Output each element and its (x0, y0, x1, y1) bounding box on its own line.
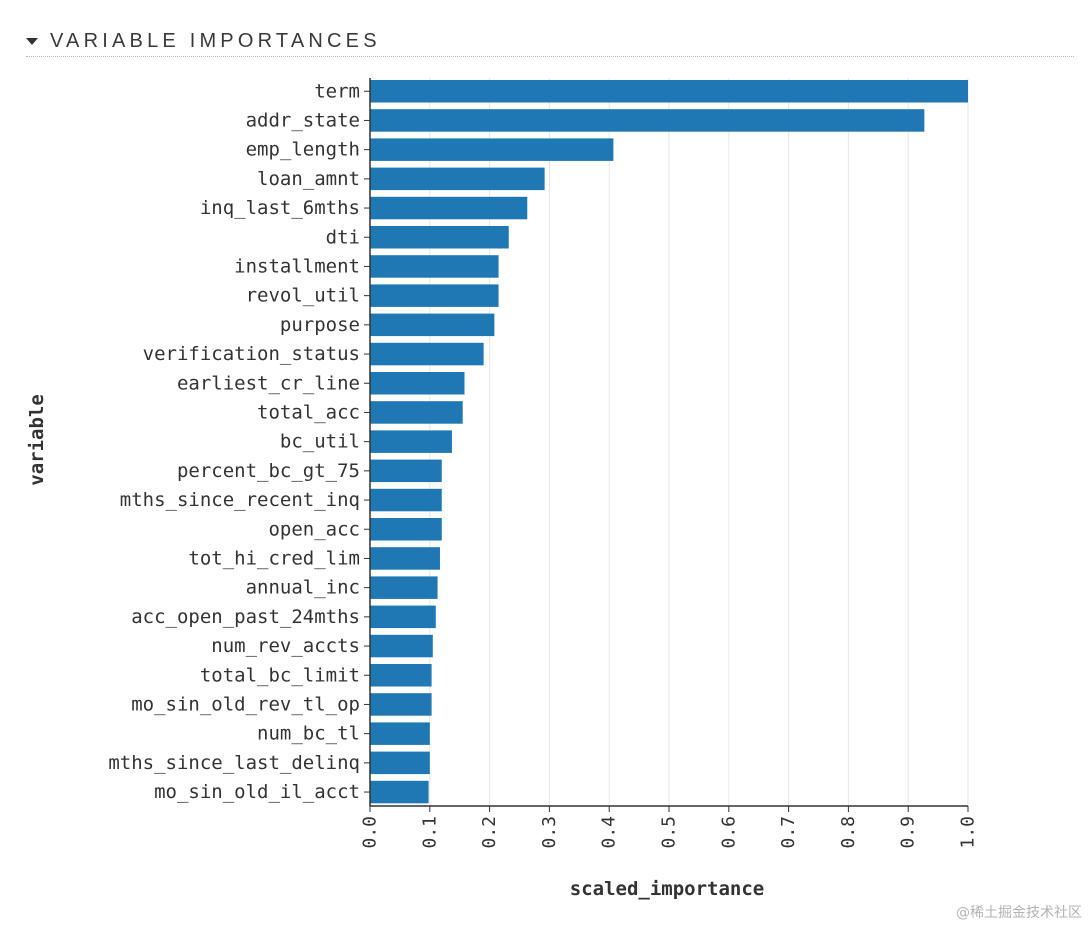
category-label: percent_bc_gt_75 (177, 460, 360, 482)
bar-verification_status[interactable] (370, 342, 484, 366)
x-tick-label: 1.0 (958, 816, 979, 849)
category-label: acc_open_past_24mths (131, 606, 360, 628)
category-label: tot_hi_cred_lim (188, 547, 360, 569)
bar-num_bc_tl[interactable] (370, 722, 430, 745)
bar-loan_amnt[interactable] (370, 167, 545, 191)
y-axis-title: variable (26, 394, 48, 486)
bar-total_acc[interactable] (370, 401, 463, 424)
bar-acc_open_past_24mths[interactable] (370, 605, 436, 629)
category-label: mths_since_recent_inq (120, 489, 360, 511)
category-label: mo_sin_old_il_acct (154, 781, 360, 803)
category-label: purpose (280, 314, 360, 336)
bar-inq_last_6mths[interactable] (370, 196, 528, 220)
variable-importances-header[interactable]: VARIABLE IMPORTANCES (26, 28, 1074, 57)
category-label: installment (234, 255, 360, 277)
category-label: inq_last_6mths (200, 197, 360, 219)
bar-purpose[interactable] (370, 313, 495, 337)
category-label: mo_sin_old_rev_tl_op (131, 693, 360, 715)
bar-mths_since_recent_inq[interactable] (370, 488, 442, 512)
category-label: annual_inc (246, 577, 360, 599)
category-label: earliest_cr_line (177, 372, 360, 394)
x-tick-label: 0.9 (898, 816, 919, 849)
category-label: num_rev_accts (211, 635, 360, 657)
section-title: VARIABLE IMPORTANCES (50, 30, 381, 52)
caret-down-icon[interactable] (26, 38, 38, 45)
bar-installment[interactable] (370, 255, 499, 278)
watermark: @稀土掘金技术社区 (956, 905, 1082, 921)
category-label: bc_util (280, 431, 360, 453)
bar-emp_length[interactable] (370, 138, 614, 161)
category-label: open_acc (268, 518, 360, 540)
bar-term[interactable] (370, 80, 968, 103)
x-tick-label: 0.3 (539, 816, 560, 849)
category-label: loan_amnt (257, 168, 360, 190)
bar-revol_util[interactable] (370, 284, 499, 307)
bar-mo_sin_old_il_acct[interactable] (370, 780, 429, 804)
bar-tot_hi_cred_lim[interactable] (370, 547, 440, 570)
bar-num_rev_accts[interactable] (370, 634, 433, 658)
bar-bc_util[interactable] (370, 430, 452, 453)
bar-addr_state[interactable] (370, 109, 925, 132)
x-tick-label: 0.0 (360, 816, 381, 849)
x-tick-label: 0.8 (838, 816, 859, 849)
bar-mo_sin_old_rev_tl_op[interactable] (370, 693, 432, 716)
category-label: verification_status (143, 343, 360, 365)
bar-mths_since_last_delinq[interactable] (370, 751, 430, 775)
x-axis-title: scaled_importance (570, 878, 764, 900)
category-label: num_bc_tl (257, 723, 360, 745)
x-tick-label: 0.7 (778, 816, 799, 849)
category-label: total_bc_limit (200, 664, 360, 686)
bar-open_acc[interactable] (370, 518, 442, 541)
x-tick-label: 0.4 (599, 816, 620, 849)
bar-dti[interactable] (370, 226, 509, 249)
x-tick-label: 0.1 (419, 816, 440, 849)
category-label: mths_since_last_delinq (108, 752, 360, 774)
x-tick-label: 0.5 (659, 816, 680, 849)
category-label: addr_state (246, 109, 360, 131)
category-label: term (314, 80, 360, 102)
x-tick-label: 0.6 (718, 816, 739, 849)
bar-earliest_cr_line[interactable] (370, 372, 465, 395)
bar-annual_inc[interactable] (370, 576, 438, 599)
category-label: revol_util (246, 285, 360, 307)
bar-percent_bc_gt_75[interactable] (370, 459, 442, 483)
bar-total_bc_limit[interactable] (370, 664, 432, 687)
category-label: total_acc (257, 401, 360, 423)
x-tick-label: 0.2 (479, 816, 500, 849)
category-label: dti (326, 226, 360, 248)
category-label: emp_length (246, 139, 360, 161)
